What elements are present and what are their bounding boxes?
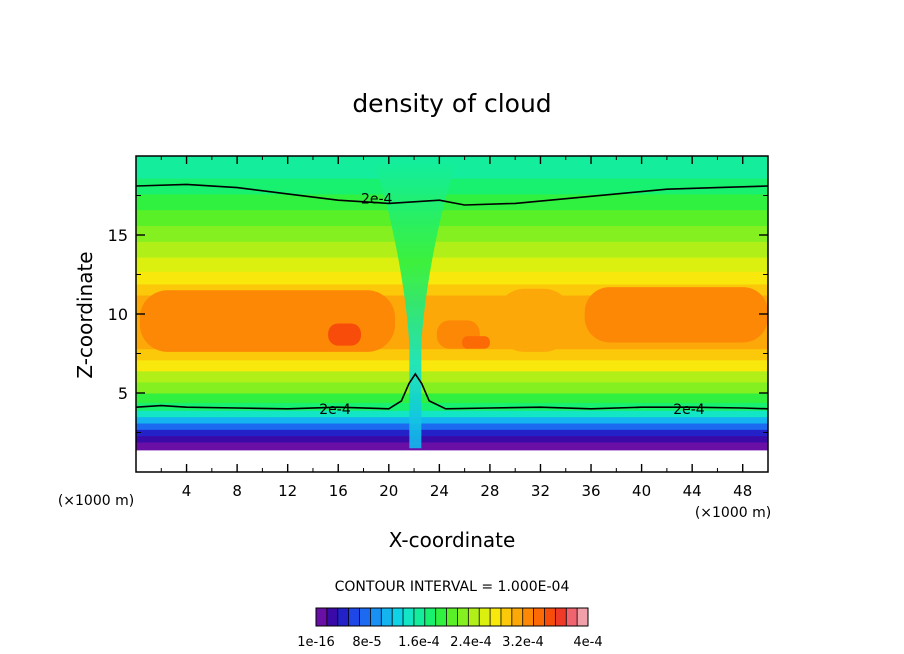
field-band [136,441,768,451]
field-band [136,416,768,424]
contour-line [135,183,769,206]
x-tick-label: 24 [430,482,449,500]
colorbar-swatch [566,608,578,626]
field-core [584,287,768,343]
x-tick-label: 48 [733,482,752,500]
colorbar-swatch [359,608,371,626]
colorbar-swatch [490,608,502,626]
colorbar-swatch [413,608,426,626]
x-unit-left: (×1000 m) [58,493,134,509]
x-tick-label: 28 [480,482,499,500]
field-band [136,241,768,258]
x-tick-label: 32 [531,482,550,500]
colorbar-swatch [457,608,469,626]
contour-label: 2e-4 [673,402,705,418]
colorbar-swatch [500,608,513,626]
field-band [136,435,768,443]
colorbar-swatch [468,608,480,626]
x-tick-label: 36 [581,482,600,500]
plot-area [136,156,768,472]
colorbar-tick-label: 1.6e-4 [398,635,440,650]
colorbar-swatch [316,608,328,626]
colorbar-swatch [544,608,556,626]
x-tick-label: 12 [278,482,297,500]
colorbar-swatch [424,608,436,626]
field-band [136,410,768,418]
colorbar-swatch [381,608,393,626]
colorbar-swatch [577,608,589,626]
colorbar-swatch [370,608,382,626]
x-tick-label: 40 [632,482,651,500]
colorbar-swatch [479,608,491,626]
field-band [136,381,768,394]
field-band [136,429,768,437]
field-core [462,336,490,349]
colorbar-swatch [403,608,415,626]
colorbar: 1e-16 8e-5 1.6e-4 2.4e-4 3.2e-4 4e-4 [297,607,603,650]
colorbar-tick-label: 3.2e-4 [502,635,544,650]
contour-label: 2e-4 [319,402,351,418]
field-band [136,257,768,272]
field-band [136,225,768,242]
contour-line [135,372,769,410]
colorbar-swatch [533,608,545,626]
field-band [136,423,768,430]
colorbar-frame [315,607,589,627]
x-tick-label: 16 [329,482,348,500]
field-band [136,449,768,472]
field-band [136,370,768,383]
colorbar-tick-label: 1e-16 [297,635,335,650]
colorbar-swatch [511,608,524,626]
field-core [496,288,573,352]
field-band [136,359,768,372]
colorbar-swatch [555,608,567,626]
colorbar-swatch [446,608,458,626]
x-unit-right: (×1000 m) [695,505,771,521]
updraft-column [374,162,457,449]
chart-title: density of cloud [352,89,551,118]
colorbar-tick-label: 8e-5 [352,635,381,650]
field-band [136,271,768,285]
field-band [136,348,768,361]
colorbar-swatch [348,608,360,626]
field-band [136,402,768,411]
field-band [136,209,768,227]
x-tick-label: 8 [232,482,242,500]
y-tick-label: 15 [108,226,128,245]
contour-interval-label: CONTOUR INTERVAL = 1.000E-04 [335,579,570,595]
x-tick-label: 20 [379,482,398,500]
contour-label: 2e-4 [361,192,393,208]
field-core [328,323,361,346]
y-tick-label: 5 [118,384,128,403]
colorbar-tick-label: 4e-4 [573,635,602,650]
colorbar-swatch [435,608,447,626]
field [136,156,768,472]
contour-lines: 2e-4 2e-4 2e-4 [135,183,769,418]
colorbar-swatch [337,608,349,626]
y-tick-label: 10 [108,305,128,324]
x-tick-label: 4 [182,482,192,500]
x-tick-label: 44 [683,482,702,500]
colorbar-swatch [392,608,404,626]
colorbar-tick-label: 2.4e-4 [450,635,492,650]
y-axis-label: Z-coordinate [73,251,97,378]
field-band [136,283,768,296]
colorbar-swatch [326,608,339,626]
colorbar-swatch [522,608,534,626]
field-band [136,178,768,195]
field-band [136,393,768,403]
x-axis-label: X-coordinate [389,528,516,552]
